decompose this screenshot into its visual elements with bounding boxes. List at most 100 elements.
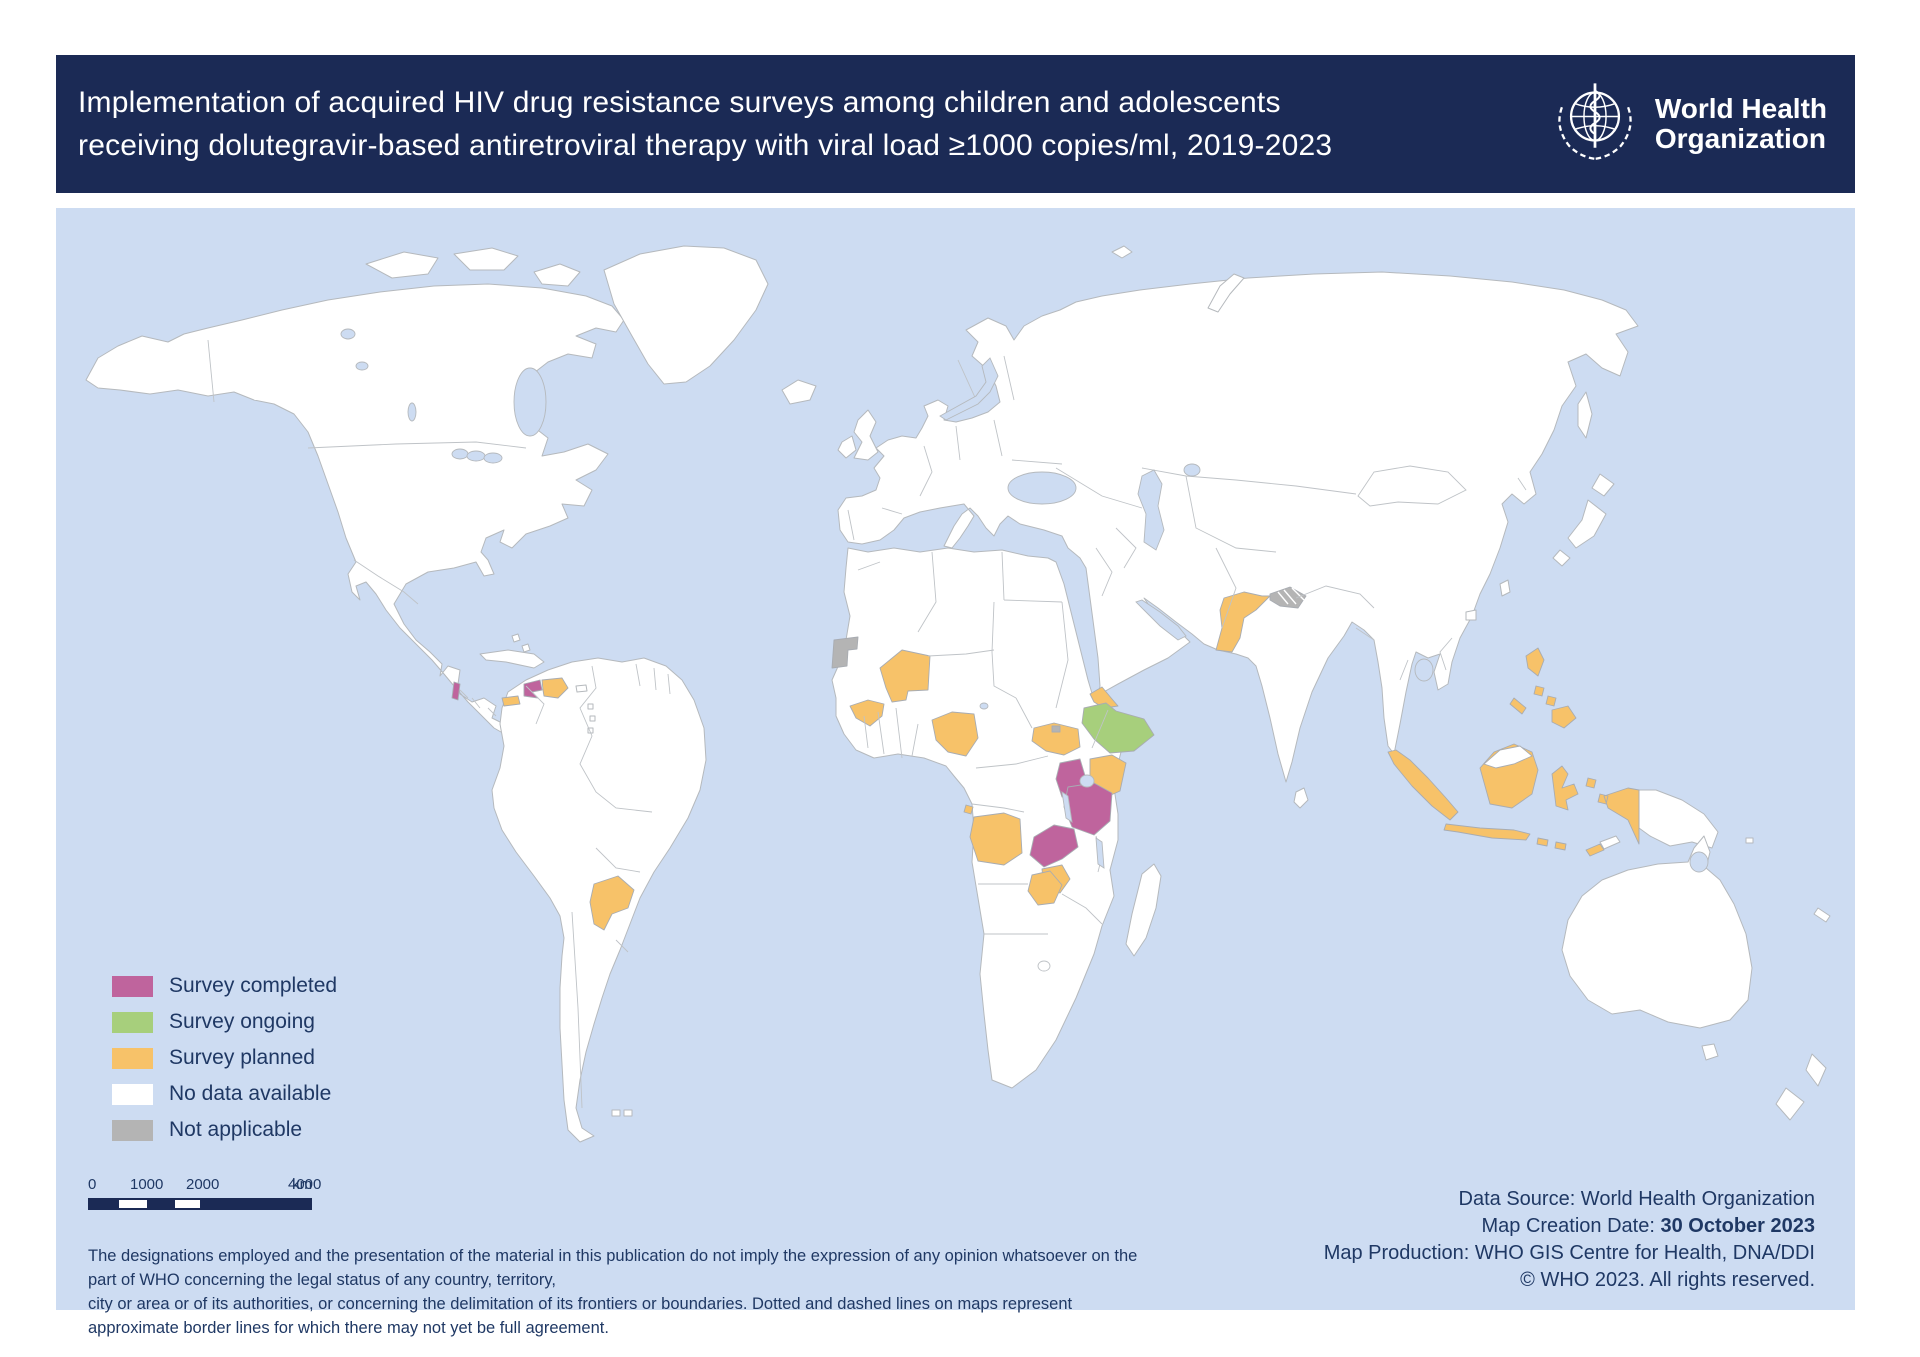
legend-item-ongoing: Survey ongoing xyxy=(112,1010,337,1034)
country-botswana xyxy=(1027,870,1063,906)
who-logo-line-1: World Health xyxy=(1654,93,1827,124)
country-mali xyxy=(879,649,931,703)
hudson-bay xyxy=(513,367,547,437)
disclaimer-text: The designations employed and the presen… xyxy=(88,1244,1148,1340)
landmass-new-caledonia xyxy=(1745,837,1831,923)
country-angola xyxy=(963,804,1023,866)
world-map-panel: Survey completed Survey ongoing Survey p… xyxy=(56,208,1855,1337)
gulf-of-thailand xyxy=(1414,658,1434,682)
legend-item-planned: Survey planned xyxy=(112,1046,337,1070)
title-line-2: receiving dolutegravir-based antiretrovi… xyxy=(78,129,1333,162)
landmass-malaysia-borneo xyxy=(1483,745,1533,769)
territory-abyei xyxy=(1051,725,1061,733)
lake-victoria xyxy=(1079,774,1095,788)
who-logo-line-2: Organization xyxy=(1654,123,1826,154)
scale-bar-graphic xyxy=(88,1198,312,1210)
landmass-novaya-zemlya xyxy=(1111,245,1245,313)
header-banner: Implementation of acquired HIV drug resi… xyxy=(56,55,1855,193)
who-logo-text: World Health Organization xyxy=(1655,94,1827,154)
lesotho-outline xyxy=(1037,960,1051,972)
country-eritrea xyxy=(1089,686,1119,709)
landmass-tasmania xyxy=(1701,1043,1719,1061)
country-belize xyxy=(451,681,461,701)
legend-item-not-applicable: Not applicable xyxy=(112,1118,337,1142)
landmass-cuba xyxy=(479,649,545,669)
caspian-sea xyxy=(1137,469,1165,551)
baltic-sea xyxy=(939,357,999,421)
legend-swatch-no-data xyxy=(112,1083,153,1105)
landmass-sakhalin xyxy=(1577,391,1593,439)
country-paraguay xyxy=(589,875,635,931)
inland-water xyxy=(340,328,1709,873)
country-dominican-republic xyxy=(541,677,569,699)
landmass-puerto-rico xyxy=(575,684,588,693)
legend-label-not-applicable: Not applicable xyxy=(169,1118,303,1141)
lake-malawi xyxy=(1095,837,1105,869)
landmass-north-america xyxy=(85,283,625,743)
landmass-australia xyxy=(1561,835,1753,1029)
map-attribution: Data Source: World Health Organization M… xyxy=(1324,1186,1815,1294)
legend-swatch-not-applicable xyxy=(112,1119,153,1141)
legend-label-no-data: No data available xyxy=(169,1082,332,1105)
who-logo: World Health Organization xyxy=(1549,76,1827,173)
scale-label-2000: 2000 xyxy=(186,1176,220,1193)
landmass-sri-lanka xyxy=(1293,787,1309,809)
landmass-taiwan xyxy=(1499,579,1511,597)
landmass-uk xyxy=(853,409,879,461)
scale-bar-labels: 0 1000 2000 4000 km xyxy=(88,1176,388,1194)
scale-label-1000: 1000 xyxy=(130,1176,164,1193)
landmass-eurasia xyxy=(837,271,1639,783)
lesser-antilles xyxy=(587,703,596,734)
territory-western-sahara xyxy=(831,636,859,669)
who-emblem-icon xyxy=(1549,76,1641,173)
title-line-1: Implementation of acquired HIV drug resi… xyxy=(78,86,1281,119)
legend-swatch-completed xyxy=(112,975,153,997)
legend-swatch-planned xyxy=(112,1047,153,1069)
legend-label-ongoing: Survey ongoing xyxy=(169,1010,315,1033)
bahamas xyxy=(511,633,531,653)
map-legend: Survey completed Survey ongoing Survey p… xyxy=(112,974,337,1142)
disclaimer-line-2: city or area or of its authorities, or c… xyxy=(88,1295,1073,1337)
country-zambia xyxy=(1029,824,1079,868)
continents xyxy=(85,245,1831,1143)
landmass-madagascar xyxy=(1125,863,1162,957)
world-map xyxy=(85,245,1831,1143)
legend-swatch-ongoing xyxy=(112,1011,153,1033)
legend-item-completed: Survey completed xyxy=(112,974,337,998)
country-indonesia xyxy=(1387,743,1640,857)
country-philippines xyxy=(1509,647,1577,729)
aral-sea xyxy=(1183,463,1201,477)
lake-tanganyika xyxy=(1061,791,1073,823)
scale-bar: 0 1000 2000 4000 km xyxy=(88,1176,388,1210)
landmass-falklands xyxy=(611,1109,633,1117)
map-creation-date: Map Creation Date: 30 October 2023 xyxy=(1481,1215,1815,1237)
country-nigeria xyxy=(931,711,979,757)
landmass-new-guinea xyxy=(1638,789,1719,849)
landmass-hainan xyxy=(1465,609,1477,621)
copyright: © WHO 2023. All rights reserved. xyxy=(1520,1269,1815,1291)
legend-item-no-data: No data available xyxy=(112,1082,337,1106)
country-borders xyxy=(207,339,1527,1109)
lake-chad xyxy=(979,702,989,710)
country-guinea xyxy=(849,699,885,727)
legend-label-completed: Survey completed xyxy=(169,974,338,997)
gulf-of-carpentaria xyxy=(1689,851,1709,873)
scale-label-4000: 4000 km xyxy=(288,1176,322,1193)
arctic-islands xyxy=(365,247,581,287)
landmass-iceland xyxy=(781,379,817,405)
scale-label-0: 0 xyxy=(88,1176,97,1193)
country-ethiopia xyxy=(1081,702,1155,754)
country-south-sudan xyxy=(1031,722,1081,756)
landmass-greenland xyxy=(603,245,769,385)
status-countries xyxy=(451,586,1640,931)
landmass-timor-leste xyxy=(1599,835,1621,850)
landmass-japan xyxy=(1552,473,1615,567)
data-source: Data Source: World Health Organization xyxy=(1458,1188,1815,1210)
page-title: Implementation of acquired HIV drug resi… xyxy=(78,81,1332,167)
landmass-new-zealand xyxy=(1775,1053,1827,1121)
legend-label-planned: Survey planned xyxy=(169,1046,315,1069)
black-sea xyxy=(1007,471,1077,505)
landmass-ireland xyxy=(837,435,857,459)
map-production: Map Production: WHO GIS Centre for Healt… xyxy=(1323,1242,1815,1264)
